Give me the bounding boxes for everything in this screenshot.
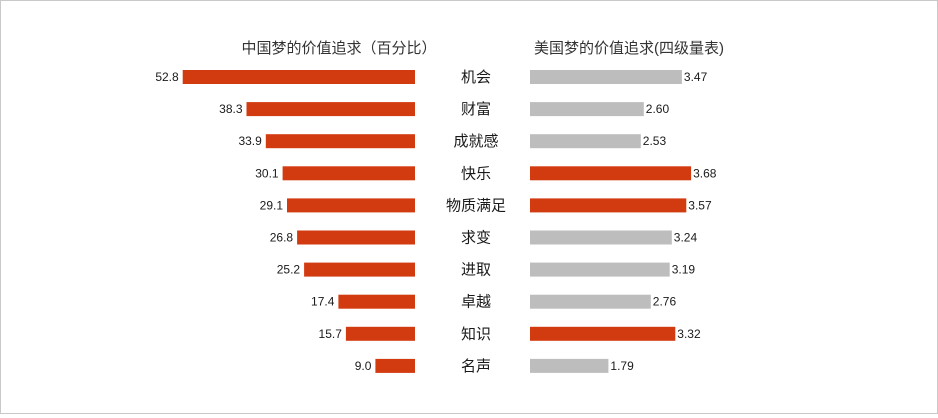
right-value-label-8: 3.32 bbox=[677, 327, 701, 341]
category-label-6: 进取 bbox=[461, 262, 491, 279]
right-value-label-7: 2.76 bbox=[653, 295, 677, 309]
right-bar-9 bbox=[530, 358, 609, 373]
right-bar-4 bbox=[530, 198, 687, 213]
left-bar-9 bbox=[375, 358, 415, 373]
category-label-0: 机会 bbox=[461, 69, 491, 86]
category-label-2: 成就感 bbox=[453, 133, 498, 150]
left-value-label-0: 52.8 bbox=[155, 70, 179, 84]
right-bar-0 bbox=[530, 70, 682, 84]
category-label-4: 物质满足 bbox=[446, 197, 506, 214]
left-series: 52.8 38.3 33.9 30.1 29.1 26.8 25.2 17.4 15.7 9.0 bbox=[155, 70, 415, 373]
left-bar-8 bbox=[345, 326, 415, 341]
right-bar-8 bbox=[530, 326, 676, 341]
right-value-label-1: 2.60 bbox=[646, 102, 670, 116]
left-bar-1 bbox=[246, 102, 415, 117]
right-chart-title: 美国梦的价值追求(四级量表) bbox=[534, 40, 724, 57]
category-label-5: 求变 bbox=[461, 230, 491, 247]
right-bar-6 bbox=[530, 262, 670, 277]
right-bar-7 bbox=[530, 294, 651, 309]
left-bar-5 bbox=[297, 230, 415, 245]
left-value-label-8: 15.7 bbox=[319, 327, 343, 341]
right-value-label-0: 3.47 bbox=[684, 70, 708, 84]
left-value-label-4: 29.1 bbox=[260, 198, 284, 212]
left-bar-7 bbox=[338, 294, 415, 309]
category-label-8: 知识 bbox=[461, 326, 491, 343]
left-value-label-1: 38.3 bbox=[219, 102, 243, 116]
right-value-label-3: 3.68 bbox=[693, 166, 717, 180]
category-label-3: 快乐 bbox=[461, 165, 491, 182]
left-value-label-7: 17.4 bbox=[311, 295, 335, 309]
left-chart-title: 中国梦的价值追求（百分比） bbox=[241, 40, 436, 57]
right-bar-2 bbox=[530, 134, 641, 149]
right-value-label-4: 3.57 bbox=[688, 198, 712, 212]
right-value-label-9: 1.79 bbox=[610, 359, 634, 373]
left-bar-2 bbox=[265, 134, 415, 149]
left-bar-4 bbox=[287, 198, 415, 213]
right-bar-3 bbox=[530, 166, 692, 181]
left-value-label-5: 26.8 bbox=[270, 231, 294, 245]
category-label-9: 名声 bbox=[461, 357, 491, 375]
left-value-label-6: 25.2 bbox=[277, 263, 301, 277]
left-bar-3 bbox=[282, 166, 415, 181]
right-bar-1 bbox=[530, 102, 644, 117]
right-value-label-5: 3.24 bbox=[674, 231, 698, 245]
right-value-label-2: 2.53 bbox=[643, 134, 667, 148]
category-label-1: 财富 bbox=[461, 100, 491, 118]
right-series: 3.47 2.60 2.53 3.68 3.57 3.24 3.19 2.76 3.32 1.79 bbox=[530, 70, 717, 373]
category-label-7: 卓越 bbox=[461, 294, 491, 311]
left-value-label-3: 30.1 bbox=[255, 166, 279, 180]
left-bar-6 bbox=[304, 262, 415, 277]
right-bar-5 bbox=[530, 230, 672, 245]
left-value-label-2: 33.9 bbox=[238, 134, 262, 148]
left-bar-0 bbox=[182, 70, 415, 84]
left-value-label-9: 9.0 bbox=[355, 359, 372, 373]
right-value-label-6: 3.19 bbox=[672, 263, 696, 277]
